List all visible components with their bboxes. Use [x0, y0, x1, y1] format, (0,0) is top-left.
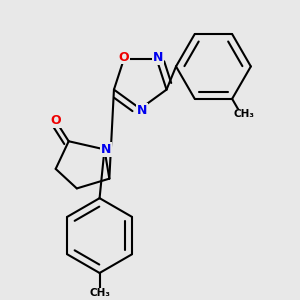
Text: CH₃: CH₃: [234, 109, 255, 119]
Text: O: O: [119, 51, 129, 64]
Text: N: N: [137, 103, 147, 116]
Text: CH₃: CH₃: [89, 289, 110, 298]
Text: N: N: [101, 143, 111, 156]
Text: O: O: [50, 114, 61, 127]
Text: N: N: [153, 51, 163, 64]
